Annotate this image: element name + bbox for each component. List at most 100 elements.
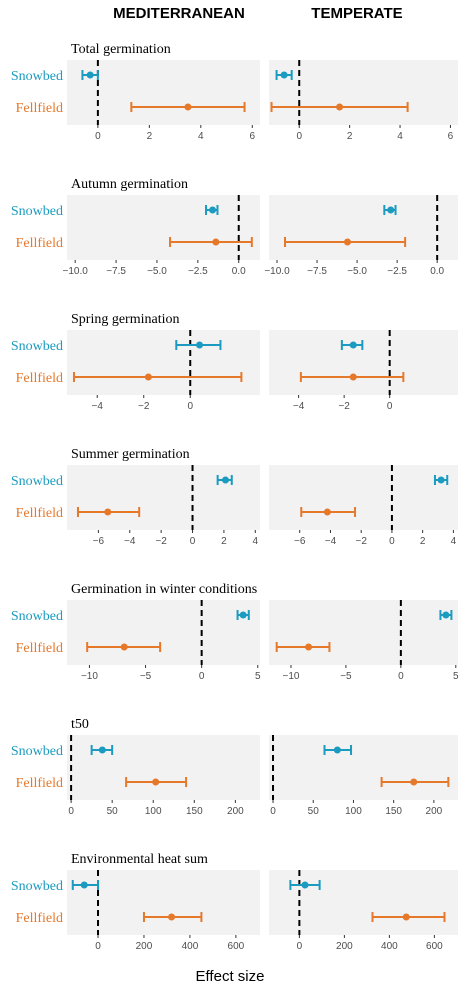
x-tick-label: −7.5 xyxy=(307,266,327,277)
category-label-fellfield: Fellfield xyxy=(16,911,63,926)
estimate-fellfield xyxy=(86,642,162,652)
x-tick-label: 400 xyxy=(182,941,199,952)
panel-background xyxy=(269,735,458,800)
x-tick-label: −5.0 xyxy=(347,266,367,277)
x-tick-label: 50 xyxy=(308,806,320,817)
x-tick-label: −4 xyxy=(325,536,337,547)
x-tick-label: −2 xyxy=(355,536,367,547)
point-estimate xyxy=(212,238,220,246)
estimate-fellfield xyxy=(275,642,331,652)
estimate-snowbed xyxy=(433,475,449,485)
estimate-fellfield xyxy=(142,912,203,922)
panel-background xyxy=(269,465,458,530)
panel-mediterranean: −10 −5 0 5 xyxy=(67,600,261,682)
category-label-fellfield: Fellfield xyxy=(16,236,63,251)
x-tick-label: −5 xyxy=(140,671,152,682)
point-estimate xyxy=(104,508,112,516)
estimate-fellfield xyxy=(371,912,446,922)
point-estimate xyxy=(437,476,445,484)
x-tick-label: −2 xyxy=(338,401,350,412)
x-tick-label: 0.0 xyxy=(430,266,444,277)
estimate-snowbed xyxy=(71,880,100,890)
panel-rows: Total germination Snowbed Fellfield 0 2 4 6 0 2 4… xyxy=(11,42,459,952)
x-tick-label: 4 xyxy=(198,131,204,142)
x-tick-label: 4 xyxy=(451,536,457,547)
panel-row: Total germination Snowbed Fellfield 0 2 4 6 0 2 4… xyxy=(11,42,458,142)
estimate-snowbed xyxy=(289,880,321,890)
panel-temperate: −10.0 −7.5 −5.0 −2.5 0.0 xyxy=(264,195,458,277)
x-tick-label: 0 xyxy=(389,536,395,547)
panel-title: Summer germination xyxy=(71,447,190,462)
x-tick-label: 6 xyxy=(249,131,255,142)
point-estimate xyxy=(144,373,152,381)
category-label-snowbed: Snowbed xyxy=(11,69,63,84)
estimate-snowbed xyxy=(236,610,250,620)
x-tick-label: −2 xyxy=(155,536,167,547)
panel-row: Summer germination Snowbed Fellfield −6 −4 −2… xyxy=(11,447,458,547)
panel-background xyxy=(269,60,458,125)
column-title-mediterranean: MEDITERRANEAN xyxy=(113,5,245,22)
panel-row: Environmental heat sum Snowbed Fellfield 0 2… xyxy=(11,852,458,952)
point-estimate xyxy=(333,746,341,754)
category-label-snowbed: Snowbed xyxy=(11,204,63,219)
point-estimate xyxy=(336,103,344,111)
x-tick-label: 150 xyxy=(186,806,203,817)
panel-background xyxy=(67,870,260,935)
x-tick-label: 0 xyxy=(187,401,193,412)
estimate-fellfield xyxy=(299,372,405,382)
estimate-fellfield xyxy=(270,102,409,112)
x-tick-label: 0 xyxy=(95,941,101,952)
panel-title: Total germination xyxy=(71,42,171,57)
x-axis-title: Effect size xyxy=(196,968,265,985)
panel-temperate: −10 −5 0 5 xyxy=(269,600,459,682)
x-tick-label: 0 xyxy=(199,671,205,682)
point-estimate xyxy=(239,611,247,619)
x-tick-label: 200 xyxy=(426,806,443,817)
category-label-snowbed: Snowbed xyxy=(11,879,63,894)
x-tick-label: 50 xyxy=(107,806,119,817)
point-estimate xyxy=(442,611,450,619)
x-tick-label: 100 xyxy=(345,806,362,817)
panel-temperate: −6 −4 −2 0 2 4 xyxy=(269,465,458,547)
category-label-fellfield: Fellfield xyxy=(16,371,63,386)
estimate-fellfield xyxy=(130,102,246,112)
x-tick-label: −4 xyxy=(293,401,305,412)
panel-mediterranean: 0 2 4 6 xyxy=(67,60,260,142)
x-tick-label: 600 xyxy=(426,941,443,952)
estimate-snowbed xyxy=(340,340,364,350)
estimate-snowbed xyxy=(383,205,397,215)
x-tick-label: 0 xyxy=(95,131,101,142)
estimate-snowbed xyxy=(90,745,114,755)
x-tick-label: 600 xyxy=(228,941,245,952)
point-estimate xyxy=(280,71,288,79)
panel-temperate: 0 50 100 150 200 xyxy=(269,735,458,817)
panel-background xyxy=(67,330,260,395)
panel-background xyxy=(269,600,458,665)
x-tick-label: 2 xyxy=(147,131,153,142)
x-tick-label: 2 xyxy=(420,536,426,547)
x-tick-label: −10.0 xyxy=(63,266,89,277)
panel-background xyxy=(67,735,260,800)
estimate-fellfield xyxy=(169,237,253,247)
point-estimate xyxy=(349,341,357,349)
point-estimate xyxy=(301,881,309,889)
category-label-snowbed: Snowbed xyxy=(11,744,63,759)
panel-background xyxy=(269,870,458,935)
panel-title: t50 xyxy=(71,717,89,732)
x-tick-label: −2.5 xyxy=(387,266,407,277)
x-tick-label: −10 xyxy=(81,671,98,682)
estimate-fellfield xyxy=(76,507,141,517)
category-label-snowbed: Snowbed xyxy=(11,474,63,489)
x-tick-label: −4 xyxy=(92,401,104,412)
point-estimate xyxy=(98,746,106,754)
x-tick-label: 200 xyxy=(227,806,244,817)
x-tick-label: 0 xyxy=(270,806,276,817)
category-label-fellfield: Fellfield xyxy=(16,776,63,791)
panel-title: Germination in winter conditions xyxy=(71,582,257,597)
x-tick-label: 6 xyxy=(448,131,454,142)
x-tick-label: −10.0 xyxy=(264,266,290,277)
x-tick-label: 4 xyxy=(253,536,259,547)
point-estimate xyxy=(86,71,94,79)
